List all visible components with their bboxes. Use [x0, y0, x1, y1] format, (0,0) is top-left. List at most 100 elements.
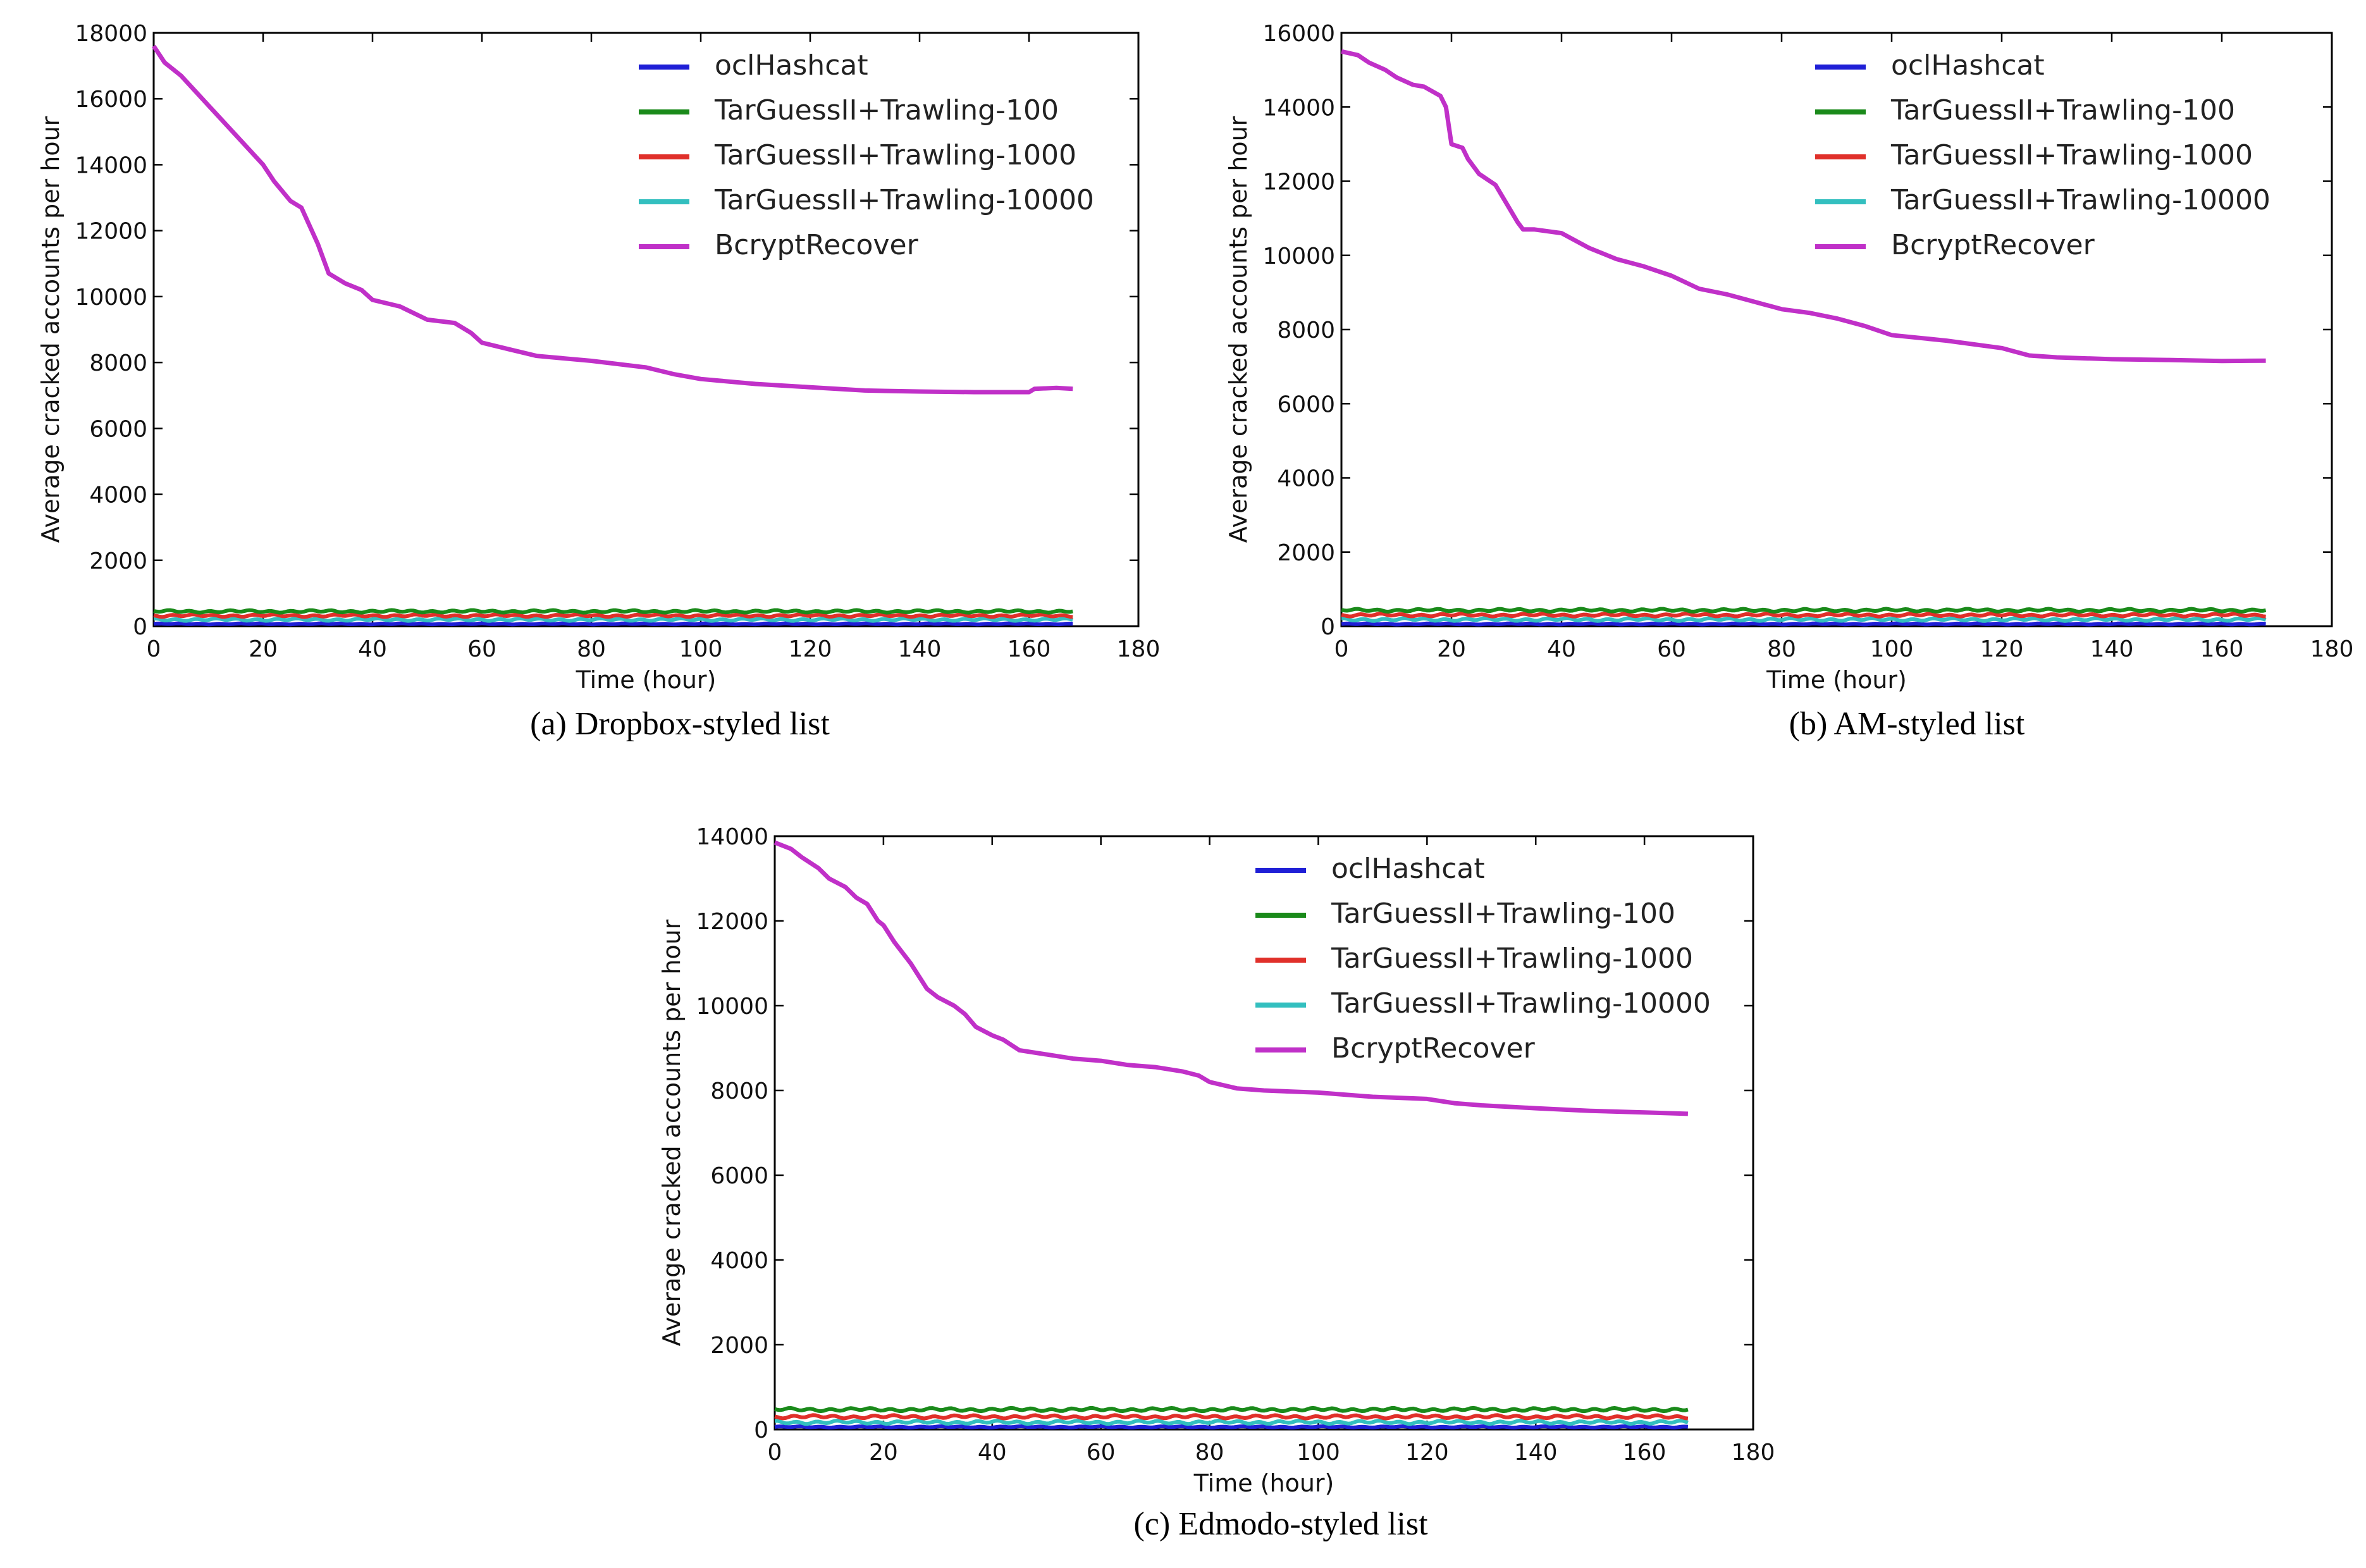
y-tick-label: 0: [1321, 614, 1335, 640]
x-axis-label: Time (hour): [1193, 1469, 1334, 1497]
y-tick-label: 2000: [710, 1333, 768, 1359]
chart-svg: 0 20 40 60 80 100 120 140 160 180 0 2000 4000 6000 800…: [658, 824, 1775, 1497]
legend-label: TarGuessII+Trawling-100: [1890, 94, 2235, 127]
legend-label: BcryptRecover: [1891, 229, 2095, 261]
x-tick-label: 80: [577, 636, 606, 662]
x-tick-label: 20: [249, 636, 278, 662]
x-tick-label: 120: [789, 636, 832, 662]
y-tick-label: 8000: [710, 1078, 768, 1104]
y-axis-label: Average cracked accounts per hour: [1224, 116, 1252, 543]
chart-panel-dropbox: 0 20 40 60 80 100 120 140 160 180 0 2000 4000 6000 800…: [0, 0, 1176, 759]
x-tick-label: 60: [1087, 1440, 1116, 1466]
y-tick-label: 4000: [710, 1248, 768, 1274]
y-tick-label: 10000: [696, 994, 768, 1020]
series-line-targuessii-trawling-10000: [774, 1419, 1689, 1426]
x-tick-label: 80: [1195, 1440, 1224, 1466]
x-tick-label: 180: [2310, 636, 2354, 662]
x-tick-label: 100: [1297, 1440, 1340, 1466]
legend-label: TarGuessII+Trawling-100: [1331, 898, 1675, 930]
series-line-targuessii-trawling-1000: [774, 1413, 1689, 1421]
legend-label: TarGuessII+Trawling-10000: [1890, 184, 2270, 216]
x-tick-label: 120: [1405, 1440, 1449, 1466]
legend-label: TarGuessII+Trawling-10000: [714, 184, 1094, 216]
x-tick-label: 140: [1514, 1440, 1558, 1466]
chart-caption: (b) AM-styled list: [1789, 706, 2025, 742]
plot-frame: [152, 32, 1140, 627]
legend-label: TarGuessII+Trawling-100: [714, 94, 1059, 127]
x-tick-label: 40: [978, 1440, 1007, 1466]
legend-label: TarGuessII+Trawling-1000: [714, 139, 1076, 171]
x-tick-label: 100: [679, 636, 723, 662]
y-tick-label: 6000: [1277, 392, 1335, 417]
x-tick-label: 0: [147, 636, 161, 662]
series-line-targuessii-trawling-10000: [1341, 616, 2267, 623]
series-line-bcryptrecover: [1341, 49, 2266, 364]
series-line-targuessii-trawling-10000: [154, 616, 1074, 623]
y-tick-label: 14000: [75, 152, 147, 178]
y-tick-label: 8000: [89, 350, 147, 376]
y-tick-label: 14000: [1262, 95, 1335, 121]
x-tick-label: 40: [1547, 636, 1576, 662]
x-tick-label: 60: [1657, 636, 1686, 662]
chart-caption: (c) Edmodo-styled list: [1133, 1506, 1428, 1542]
y-tick-label: 14000: [696, 824, 768, 850]
x-tick-label: 60: [467, 636, 496, 662]
series-line-oclhashcat: [153, 621, 1073, 627]
series-line-oclhashcat: [774, 1424, 1689, 1429]
x-tick-label: 20: [869, 1440, 898, 1466]
series-line-targuessii-trawling-1000: [153, 612, 1073, 619]
series-line-oclhashcat: [1341, 621, 2266, 627]
y-tick-label: 16000: [1262, 21, 1335, 47]
series-line-targuessii-trawling-100: [1341, 607, 2267, 614]
series-line-targuessii-trawling-1000: [1341, 612, 2266, 619]
chart-svg: 0 20 40 60 80 100 120 140 160 180 0 2000 4000 6000 800…: [37, 21, 1161, 694]
y-axis-label: Average cracked accounts per hour: [37, 116, 65, 543]
legend-label: TarGuessII+Trawling-10000: [1331, 987, 1711, 1020]
x-tick-label: 0: [768, 1440, 782, 1466]
legend-label: oclHashcat: [715, 49, 868, 82]
y-tick-label: 6000: [89, 416, 147, 442]
legend-label: TarGuessII+Trawling-1000: [1331, 942, 1693, 975]
y-tick-label: 18000: [75, 21, 147, 47]
y-tick-label: 12000: [1262, 170, 1335, 195]
legend-label: oclHashcat: [1891, 49, 2045, 82]
x-tick-label: 140: [2090, 636, 2134, 662]
x-tick-label: 20: [1437, 636, 1466, 662]
plot-frame: [773, 835, 1754, 1431]
y-tick-label: 2000: [1277, 540, 1335, 566]
legend-label: oclHashcat: [1331, 853, 1485, 885]
chart-svg: 0 20 40 60 80 100 120 140 160 180 0 2000 4000 6000 800…: [1224, 21, 2354, 694]
y-tick-label: 4000: [1277, 466, 1335, 492]
chart-caption: (a) Dropbox-styled list: [530, 706, 830, 742]
series-line-targuessii-trawling-100: [153, 608, 1073, 615]
chart-panel-edmodo: 0 20 40 60 80 100 120 140 160 180 0 2000 4000 6000 800…: [623, 803, 1799, 1568]
x-tick-label: 120: [1980, 636, 2024, 662]
legend-label: BcryptRecover: [715, 229, 919, 261]
y-tick-label: 4000: [89, 483, 147, 509]
y-tick-label: 12000: [75, 219, 147, 245]
x-tick-label: 100: [1870, 636, 1914, 662]
chart-panel-am: 0 20 40 60 80 100 120 140 160 180 0 2000 4000 6000 800…: [1186, 0, 2366, 759]
x-tick-label: 180: [1117, 636, 1161, 662]
y-tick-label: 0: [133, 614, 147, 640]
x-tick-label: 140: [898, 636, 942, 662]
y-tick-label: 8000: [1277, 318, 1335, 343]
y-tick-label: 10000: [75, 285, 147, 311]
x-axis-label: Time (hour): [1766, 666, 1907, 694]
x-axis-label: Time (hour): [576, 666, 717, 694]
legend-label: BcryptRecover: [1331, 1032, 1536, 1065]
y-tick-label: 0: [754, 1417, 768, 1443]
legend-label: TarGuessII+Trawling-1000: [1890, 139, 2253, 171]
y-tick-label: 2000: [89, 548, 147, 574]
series-line-bcryptrecover: [773, 840, 1689, 1116]
x-tick-label: 80: [1767, 636, 1796, 662]
x-tick-label: 180: [1732, 1440, 1775, 1466]
y-tick-label: 6000: [710, 1163, 768, 1189]
y-axis-label: Average cracked accounts per hour: [658, 919, 686, 1346]
x-tick-label: 160: [2200, 636, 2244, 662]
y-tick-label: 16000: [75, 87, 147, 113]
series-line-bcryptrecover: [152, 44, 1073, 395]
x-tick-label: 160: [1623, 1440, 1667, 1466]
x-tick-label: 40: [358, 636, 387, 662]
series-line-targuessii-trawling-100: [774, 1405, 1689, 1414]
